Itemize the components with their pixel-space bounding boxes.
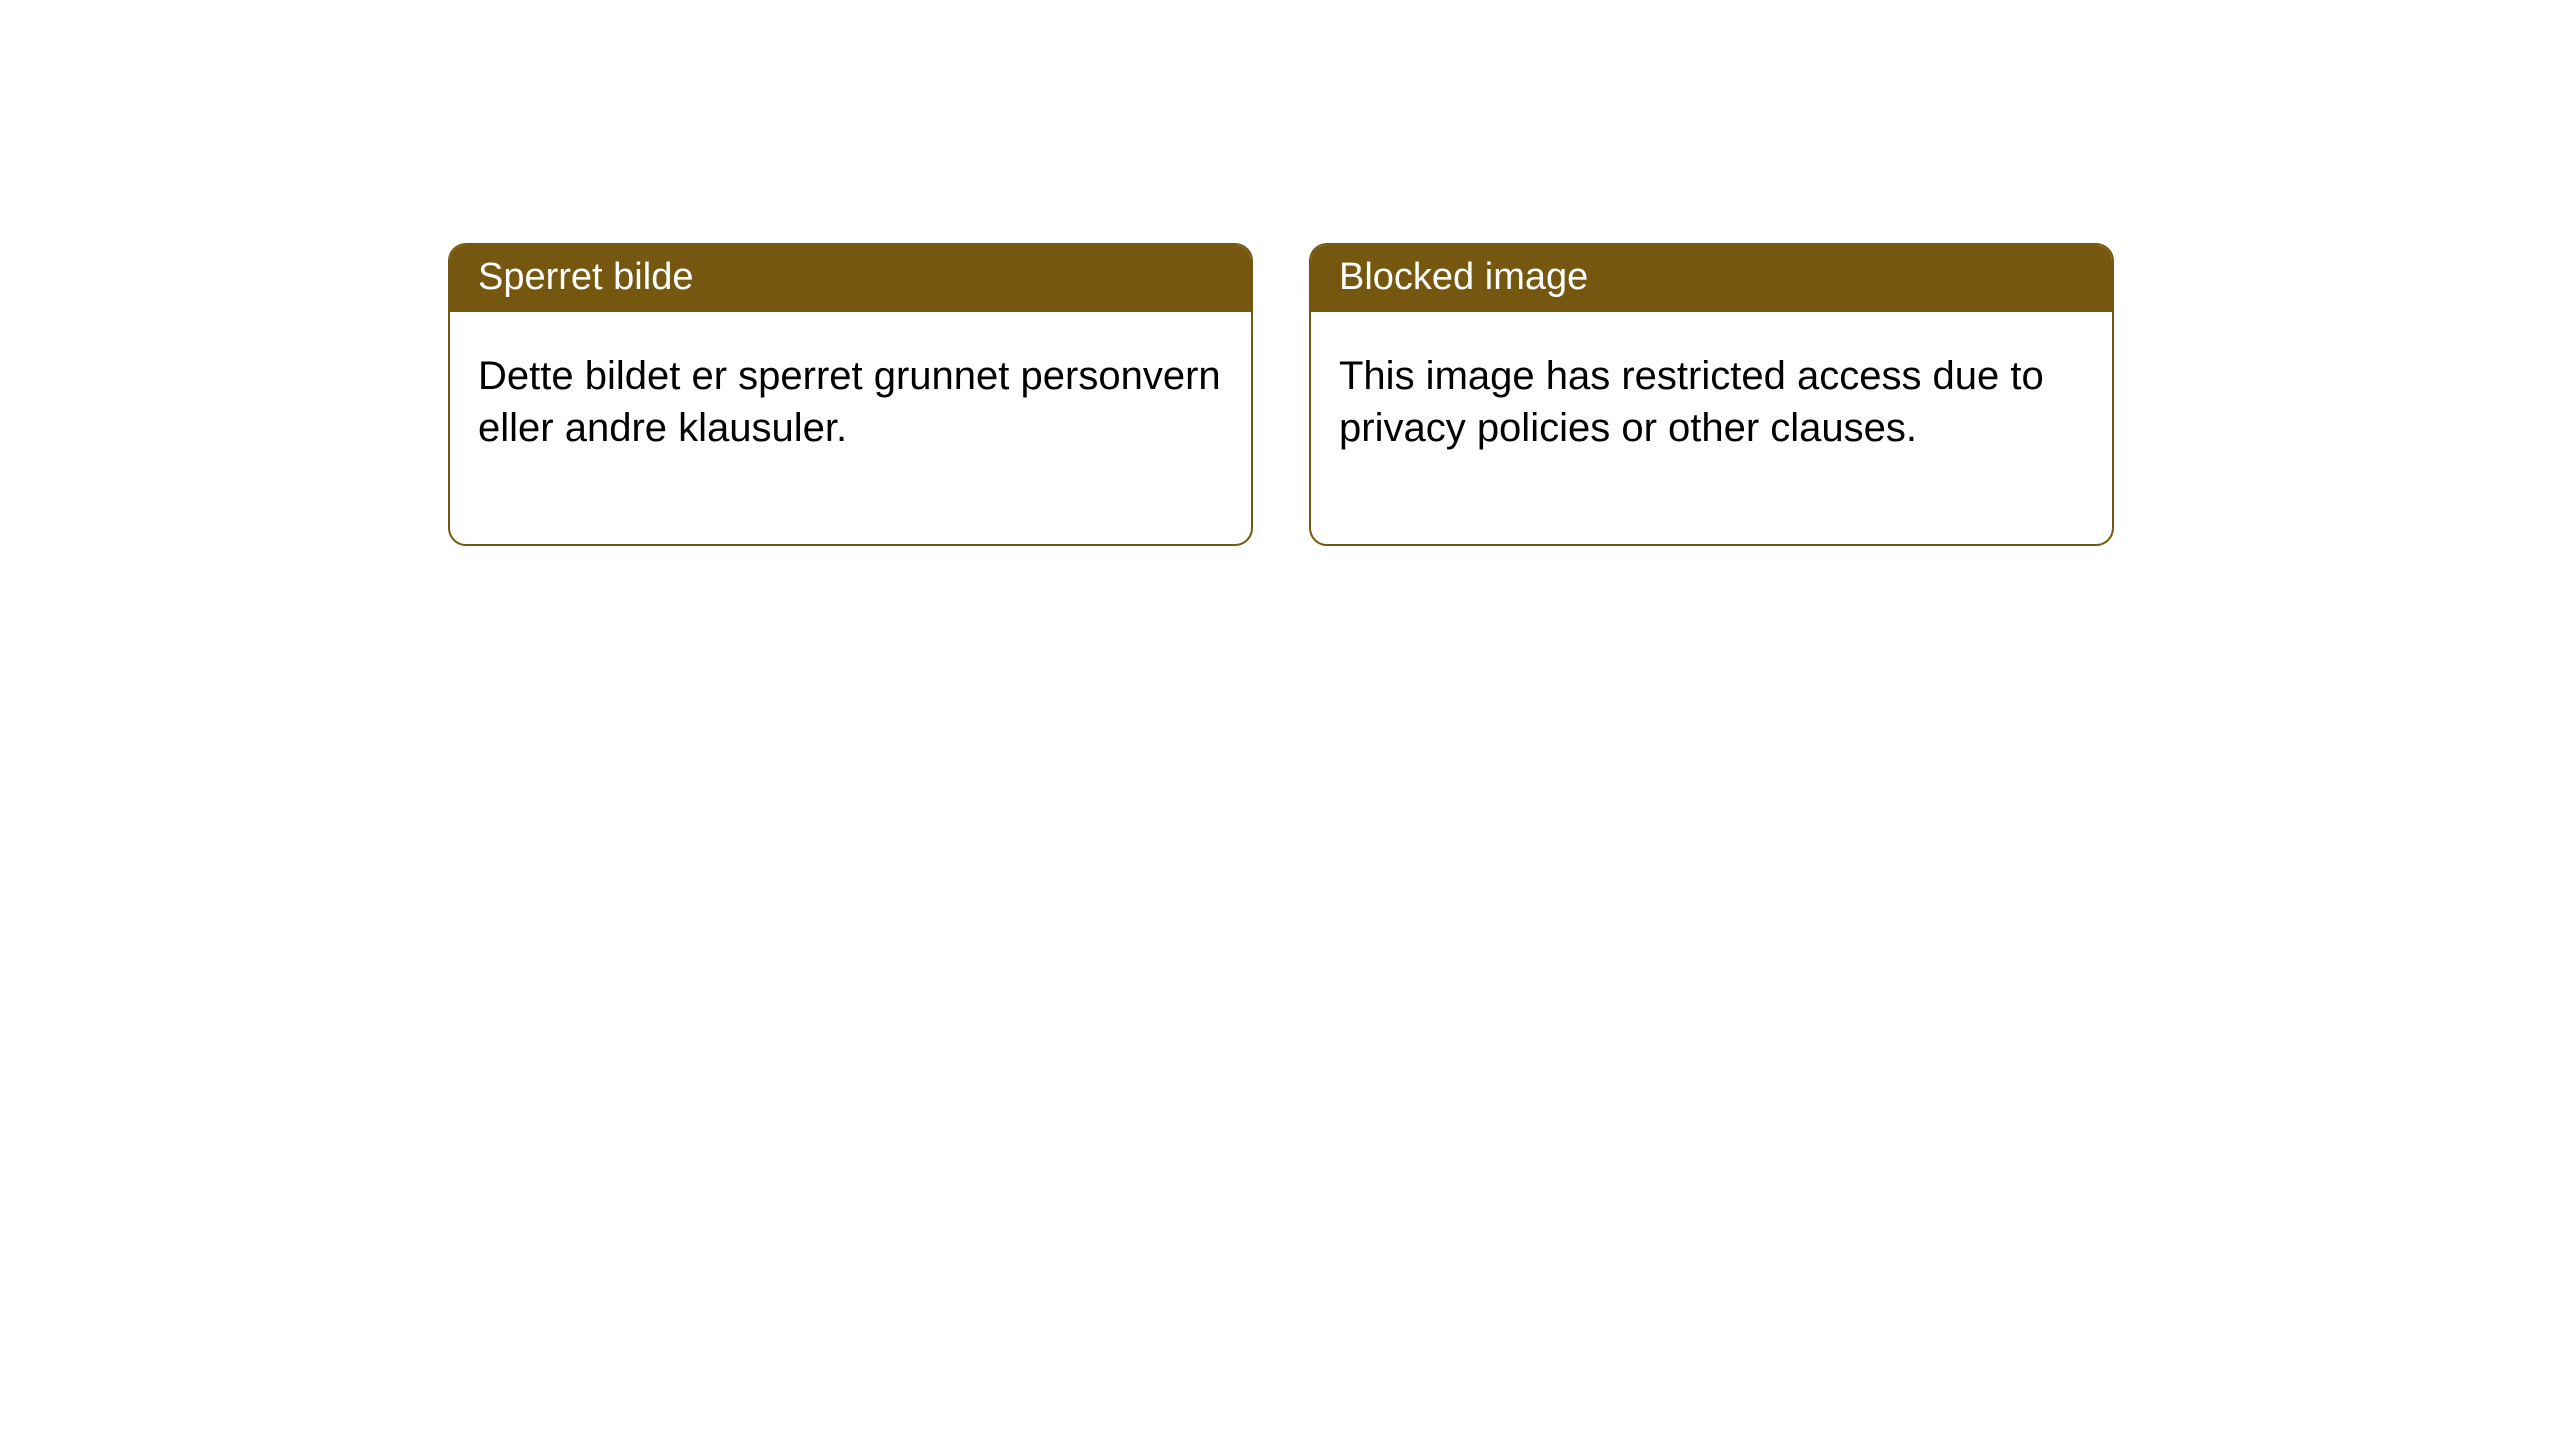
notice-header: Blocked image (1311, 245, 2112, 312)
notice-card-norwegian: Sperret bilde Dette bildet er sperret gr… (448, 243, 1253, 546)
notice-body: This image has restricted access due to … (1311, 312, 2112, 544)
notice-card-english: Blocked image This image has restricted … (1309, 243, 2114, 546)
notice-header: Sperret bilde (450, 245, 1251, 312)
notice-container: Sperret bilde Dette bildet er sperret gr… (0, 0, 2560, 546)
notice-body: Dette bildet er sperret grunnet personve… (450, 312, 1251, 544)
